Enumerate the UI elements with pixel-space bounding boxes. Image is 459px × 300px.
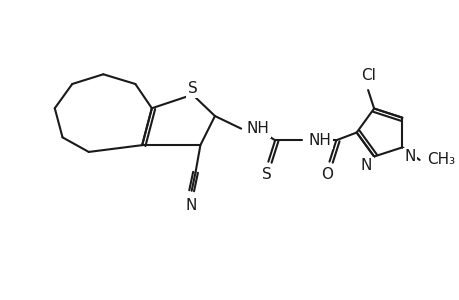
Text: N: N [360, 158, 371, 173]
Text: CH₃: CH₃ [426, 152, 454, 167]
Text: S: S [187, 81, 197, 96]
Text: N: N [185, 198, 197, 213]
Text: NH: NH [246, 121, 269, 136]
Text: N: N [403, 149, 415, 164]
Text: Cl: Cl [360, 68, 375, 83]
Text: NH: NH [308, 133, 330, 148]
Text: S: S [261, 167, 271, 182]
Text: O: O [321, 167, 333, 182]
